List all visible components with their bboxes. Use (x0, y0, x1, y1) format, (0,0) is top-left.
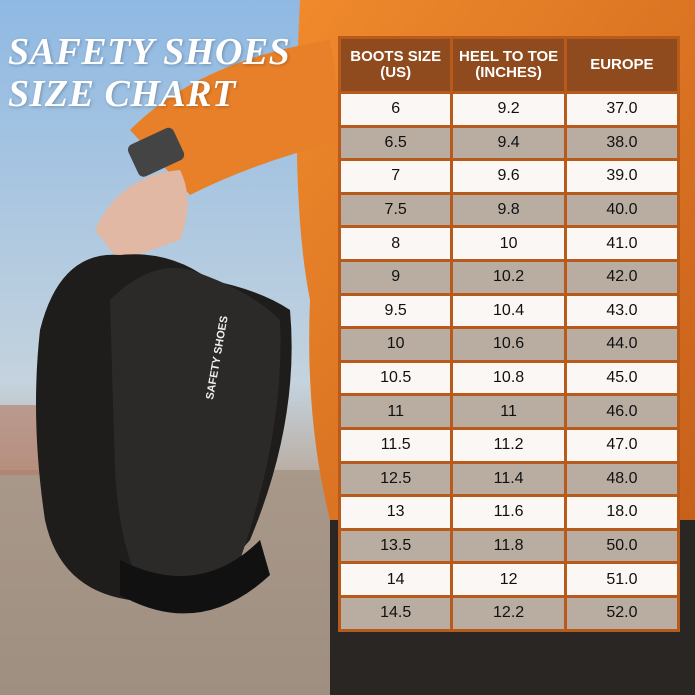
table-cell: 10 (453, 228, 564, 259)
table-cell: 11.8 (453, 530, 564, 562)
table-cell: 9.6 (453, 161, 564, 192)
header-cell: EUROPE (566, 39, 677, 91)
table-cell: 41.0 (566, 228, 677, 259)
table-cell: 43.0 (566, 295, 677, 327)
header-cell: HEEL TO TOE (INCHES) (453, 39, 564, 91)
table-row: 12.5 11.4 48.0 (341, 463, 677, 495)
table-cell: 11 (341, 396, 451, 427)
table-row: 9.5 10.4 43.0 (341, 295, 677, 327)
table-row: 11.5 11.2 47.0 (341, 429, 677, 461)
table-cell: 10.6 (453, 329, 564, 360)
table-cell: 11.6 (453, 497, 564, 528)
table-cell: 51.0 (566, 564, 677, 595)
table-row: 8 10 41.0 (341, 228, 677, 259)
title-line: SIZE CHART (8, 73, 236, 115)
table-cell: 11.4 (453, 463, 564, 495)
table-cell: 52.0 (566, 597, 677, 629)
title-line: SAFETY SHOES (8, 31, 291, 73)
table-cell: 40.0 (566, 194, 677, 226)
table-cell: 37.0 (566, 94, 677, 125)
table-cell: 18.0 (566, 497, 677, 528)
table-row: 7.5 9.8 40.0 (341, 194, 677, 226)
table-cell: 50.0 (566, 530, 677, 562)
table-cell: 47.0 (566, 429, 677, 461)
table-cell: 10.4 (453, 295, 564, 327)
table-row: 10 10.6 44.0 (341, 329, 677, 360)
size-table: BOOTS SIZE (US) HEEL TO TOE (INCHES) EUROP… (338, 36, 680, 632)
header-row: BOOTS SIZE (US) HEEL TO TOE (INCHES) EUROP… (341, 39, 677, 91)
table-row: 13.5 11.8 50.0 (341, 530, 677, 562)
table-row: 6.5 9.4 38.0 (341, 127, 677, 159)
table-cell: 42.0 (566, 261, 677, 293)
table-cell: 14.5 (341, 597, 451, 629)
table-row: 14 12 51.0 (341, 564, 677, 595)
table-cell: 48.0 (566, 463, 677, 495)
table-cell: 10.2 (453, 261, 564, 293)
table-cell: 39.0 (566, 161, 677, 192)
table-row: 6 9.2 37.0 (341, 94, 677, 125)
table-cell: 12.5 (341, 463, 451, 495)
table-cell: 9 (341, 261, 451, 293)
table-cell: 9.8 (453, 194, 564, 226)
table-cell: 13 (341, 497, 451, 528)
table-cell: 12 (453, 564, 564, 595)
table-cell: 8 (341, 228, 451, 259)
table-row: 14.5 12.2 52.0 (341, 597, 677, 629)
table-cell: 9.4 (453, 127, 564, 159)
table-row: 10.5 10.8 45.0 (341, 362, 677, 394)
table-cell: 45.0 (566, 362, 677, 394)
table-cell: 9.5 (341, 295, 451, 327)
table-cell: 9.2 (453, 94, 564, 125)
table-cell: 11.2 (453, 429, 564, 461)
table-row: 7 9.6 39.0 (341, 161, 677, 192)
table-cell: 46.0 (566, 396, 677, 427)
table-cell: 6 (341, 94, 451, 125)
table-cell: 44.0 (566, 329, 677, 360)
table-cell: 11.5 (341, 429, 451, 461)
table-cell: 12.2 (453, 597, 564, 629)
table-body: 6 9.2 37.0 6.5 9.4 38.0 7 9.6 39.0 7.5 9.8 40.0 8 10 4… (341, 94, 677, 629)
table-cell: 7.5 (341, 194, 451, 226)
table-cell: 10 (341, 329, 451, 360)
table-cell: 14 (341, 564, 451, 595)
table-cell: 10.5 (341, 362, 451, 394)
table-cell: 13.5 (341, 530, 451, 562)
table-cell: 7 (341, 161, 451, 192)
table-row: 13 11.6 18.0 (341, 497, 677, 528)
table-cell: 10.8 (453, 362, 564, 394)
table-cell: 38.0 (566, 127, 677, 159)
table-row: 11 11 46.0 (341, 396, 677, 427)
header-cell: BOOTS SIZE (US) (341, 39, 451, 91)
table-cell: 6.5 (341, 127, 451, 159)
table-row: 9 10.2 42.0 (341, 261, 677, 293)
table-cell: 11 (453, 396, 564, 427)
